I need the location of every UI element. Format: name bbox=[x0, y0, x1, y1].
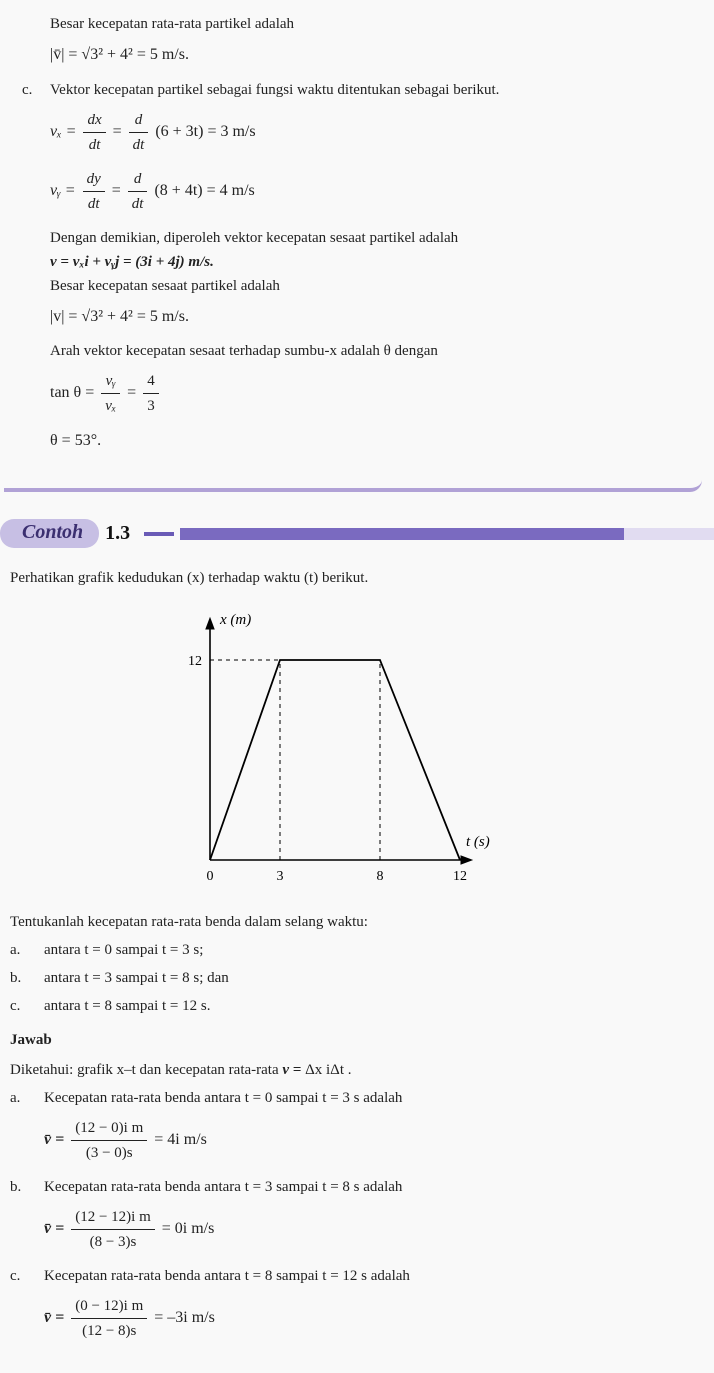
equation-vy: vᵧ = dydt = ddt (8 + 4t) = 4 m/s bbox=[50, 167, 694, 216]
position-time-chart: 12 0 3 8 12 t (s) x (m) bbox=[170, 600, 510, 900]
example-body: Perhatikan grafik kedudukan (x) terhadap… bbox=[0, 560, 714, 1373]
svg-text:0: 0 bbox=[207, 869, 214, 884]
equation-theta: θ = 53°. bbox=[50, 428, 694, 454]
problem-intro: Perhatikan grafik kedudukan (x) terhadap… bbox=[10, 566, 702, 590]
text-line: v = vₓi + vᵧj = (3i + 4j) m/s. bbox=[50, 250, 694, 274]
equation-vabs: |v| = √3² + 4² = 5 m/s. bbox=[50, 304, 694, 330]
text-line: Vektor kecepatan partikel sebagai fungsi… bbox=[50, 82, 499, 98]
decor-bar bbox=[144, 532, 174, 536]
answer-a: a. Kecepatan rata-rata benda antara t = … bbox=[10, 1086, 702, 1165]
diketahui-line: Diketahui: grafik x–t dan kecepatan rata… bbox=[10, 1058, 702, 1082]
solution-continuation: Besar kecepatan rata-rata partikel adala… bbox=[0, 0, 714, 480]
example-number: 1.3 bbox=[105, 522, 130, 545]
answer-c: c. Kecepatan rata-rata benda antara t = … bbox=[10, 1264, 702, 1343]
example-pill: Contoh bbox=[0, 519, 99, 548]
svg-text:t (s): t (s) bbox=[466, 834, 490, 850]
question-b: b.antara t = 3 sampai t = 8 s; dan bbox=[10, 966, 702, 990]
text-line: Dengan demikian, diperoleh vektor kecepa… bbox=[50, 226, 694, 250]
svg-text:x (m): x (m) bbox=[219, 612, 251, 628]
question-c: c.antara t = 8 sampai t = 12 s. bbox=[10, 994, 702, 1018]
svg-text:3: 3 bbox=[277, 869, 284, 884]
text-line: Besar kecepatan rata-rata partikel adala… bbox=[50, 12, 694, 36]
item-c: c. Vektor kecepatan partikel sebagai fun… bbox=[50, 78, 694, 102]
equation-tan: tan θ = vᵧvₓ = 43 bbox=[50, 369, 694, 418]
svg-text:12: 12 bbox=[453, 869, 467, 884]
label-c: c. bbox=[22, 78, 42, 102]
equation-vx: vₓ = dxdt = ddt (6 + 3t) = 3 m/s bbox=[50, 108, 694, 157]
answer-b: b. Kecepatan rata-rata benda antara t = … bbox=[10, 1175, 702, 1254]
question-lead: Tentukanlah kecepatan rata-rata benda da… bbox=[10, 910, 702, 934]
decor-bar bbox=[624, 528, 714, 540]
page-root: Besar kecepatan rata-rata partikel adala… bbox=[0, 0, 714, 1373]
example-header: Contoh 1.3 bbox=[0, 520, 714, 548]
answer-title: Jawab bbox=[10, 1028, 702, 1052]
svg-text:8: 8 bbox=[377, 869, 384, 884]
equation-vbar: |v̄| = √3² + 4² = 5 m/s. bbox=[50, 42, 694, 68]
question-a: a.antara t = 0 sampai t = 3 s; bbox=[10, 938, 702, 962]
svg-text:12: 12 bbox=[188, 654, 202, 669]
section-border bbox=[4, 480, 702, 492]
chart-svg: 12 0 3 8 12 t (s) x (m) bbox=[170, 600, 490, 900]
text-line: Arah vektor kecepatan sesaat terhadap su… bbox=[50, 339, 694, 363]
text-line: Besar kecepatan sesaat partikel adalah bbox=[50, 274, 694, 298]
decor-bar bbox=[180, 528, 624, 540]
